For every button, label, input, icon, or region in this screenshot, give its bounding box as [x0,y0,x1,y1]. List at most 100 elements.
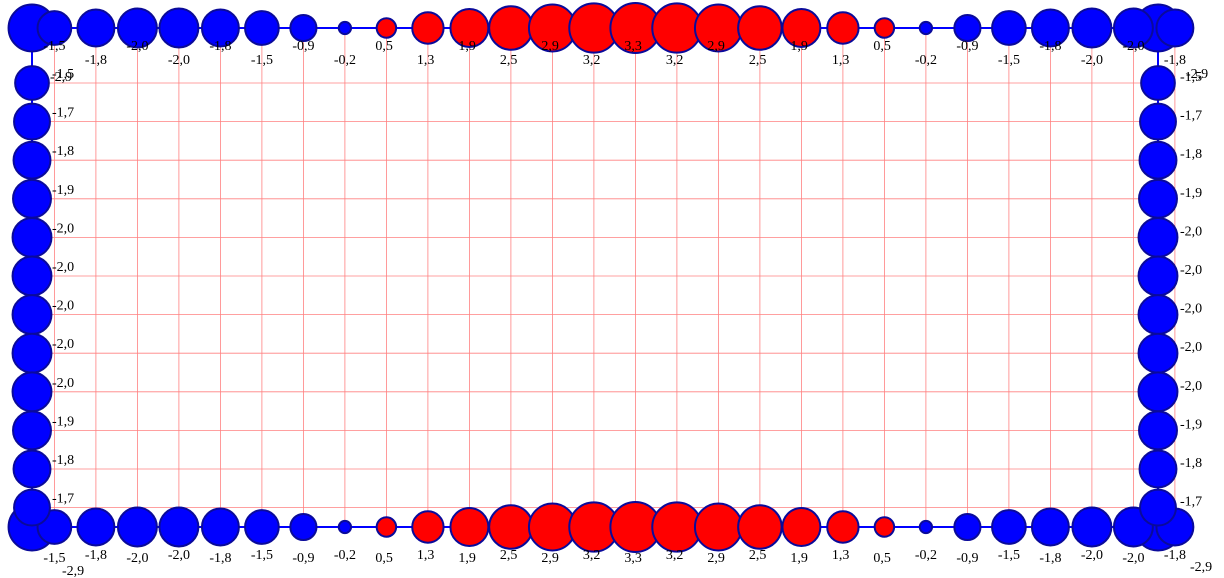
right-bubble [1137,371,1179,413]
top-bubble [1030,8,1070,48]
top-bubble [116,7,158,49]
right-bubble [1137,332,1179,374]
top-bubble [991,10,1027,46]
top-value-label: -1,5 [43,39,65,54]
right-bubble [1137,294,1179,336]
top-bubble [737,5,783,51]
bottom-bubble [289,512,318,542]
top-bubble [76,8,116,48]
top-value-label: -2,0 [1122,39,1144,54]
bottom-value-label: -2,0 [1081,548,1103,563]
bottom-bubble [953,512,982,542]
left-value-label: -1,7 [52,106,74,121]
right-value-label: -2,0 [1180,302,1202,317]
bottom-value-label: 1,3 [417,548,435,563]
plot-frame [31,27,1159,528]
top-bubble [953,13,982,43]
left-value-label: -2,0 [52,260,74,275]
top-bubble [918,20,934,36]
left-bubble [11,332,53,374]
right-bubble [1137,255,1179,297]
bottom-bubble [244,509,280,545]
bottom-bubble [158,506,200,548]
top-value-label: 0,5 [375,39,393,54]
right-value-label: -1,8 [1180,147,1202,162]
top-bubble [488,5,534,51]
top-bubble [1071,7,1113,49]
value-labels: -1,5 -1,8 -2,0 -2,0 -1,8 -1,5 -0,9 -0,2 0,5 1,3 1,… [43,39,1212,578]
top-bubble [826,11,860,45]
top-value-label: 1,9 [458,39,476,54]
bottom-bubble [1071,506,1113,548]
bottom-bubble [826,510,860,544]
left-bubble [12,449,52,489]
bottom-bubble [337,519,353,535]
bottom-value-label: -2,0 [1122,551,1144,566]
top-value-label: -2,0 [1081,53,1103,68]
bottom-value-label: 0,5 [873,551,891,566]
right-value-label: -2,0 [1180,263,1202,278]
bottom-value-label: 3,2 [583,548,601,563]
bottom-value-label: -1,8 [209,551,231,566]
bottom-value-label: -1,8 [1164,548,1186,563]
bottom-bubble [375,516,398,538]
top-bubble [289,13,318,43]
right-bubble [1138,410,1178,451]
top-bubble [411,11,445,45]
left-bubble [11,255,53,297]
top-bubble [1112,7,1154,49]
bottom-value-label: 2,5 [500,548,518,563]
bottom-value-label: -0,2 [915,548,937,563]
bottom-bubble [1030,507,1070,547]
left-value-label: -2,0 [52,299,74,314]
right-bubble [1140,65,1176,101]
bottom-bubble [991,509,1027,545]
top-bubble [36,10,73,46]
left-bubble [13,102,51,141]
bottom-value-label: -1,5 [251,548,273,563]
right-value-label: -1,7 [1180,109,1202,124]
top-value-label: -1,8 [85,53,107,68]
bottom-value-label: 3,2 [666,548,684,563]
right-bubble [1139,488,1177,527]
frame-border [31,27,1159,528]
bottom-bubble [873,516,896,538]
top-value-label: -0,2 [915,53,937,68]
top-bubble [1155,8,1195,48]
top-value-label: 2,5 [749,53,767,68]
right-value-label: -1,7 [1180,495,1202,510]
top-value-label: 2,5 [500,53,518,68]
bottom-bubble [200,507,240,547]
right-bubble [1137,216,1179,258]
bottom-value-label: -2,0 [168,548,190,563]
top-value-label: -1,8 [209,39,231,54]
top-value-label: 0,5 [873,39,891,54]
left-value-label: -1,8 [52,453,74,468]
left-bubble [11,294,53,336]
bottom-bubble [693,502,743,552]
right-value-label: -2,0 [1180,379,1202,394]
left-bubble [12,410,52,451]
top-bubble [158,7,200,49]
grid-lines [32,28,1176,527]
right-value-label: -2,0 [1180,340,1202,355]
top-bubble [781,8,822,48]
left-value-label: -1,9 [52,183,74,198]
right-bubble [1138,140,1178,180]
bottom-bubble [116,506,158,548]
left-bubble [11,216,53,258]
bottom-bubble [76,507,116,547]
right-value-label: -1,5 [1180,70,1202,85]
right-bubble [1138,178,1178,219]
bottom-value-label: -1,5 [998,548,1020,563]
bottom-value-label: 1,3 [832,548,850,563]
left-value-label: -1,9 [52,414,74,429]
bottom-value-label: 2,9 [707,551,725,566]
left-value-label: -2,0 [52,376,74,391]
left-bubble [12,140,52,180]
bottom-value-label: -0,9 [292,551,314,566]
top-value-label: 3,3 [624,39,642,54]
top-value-label: 1,9 [790,39,808,54]
right-value-label: -2,0 [1180,224,1202,239]
